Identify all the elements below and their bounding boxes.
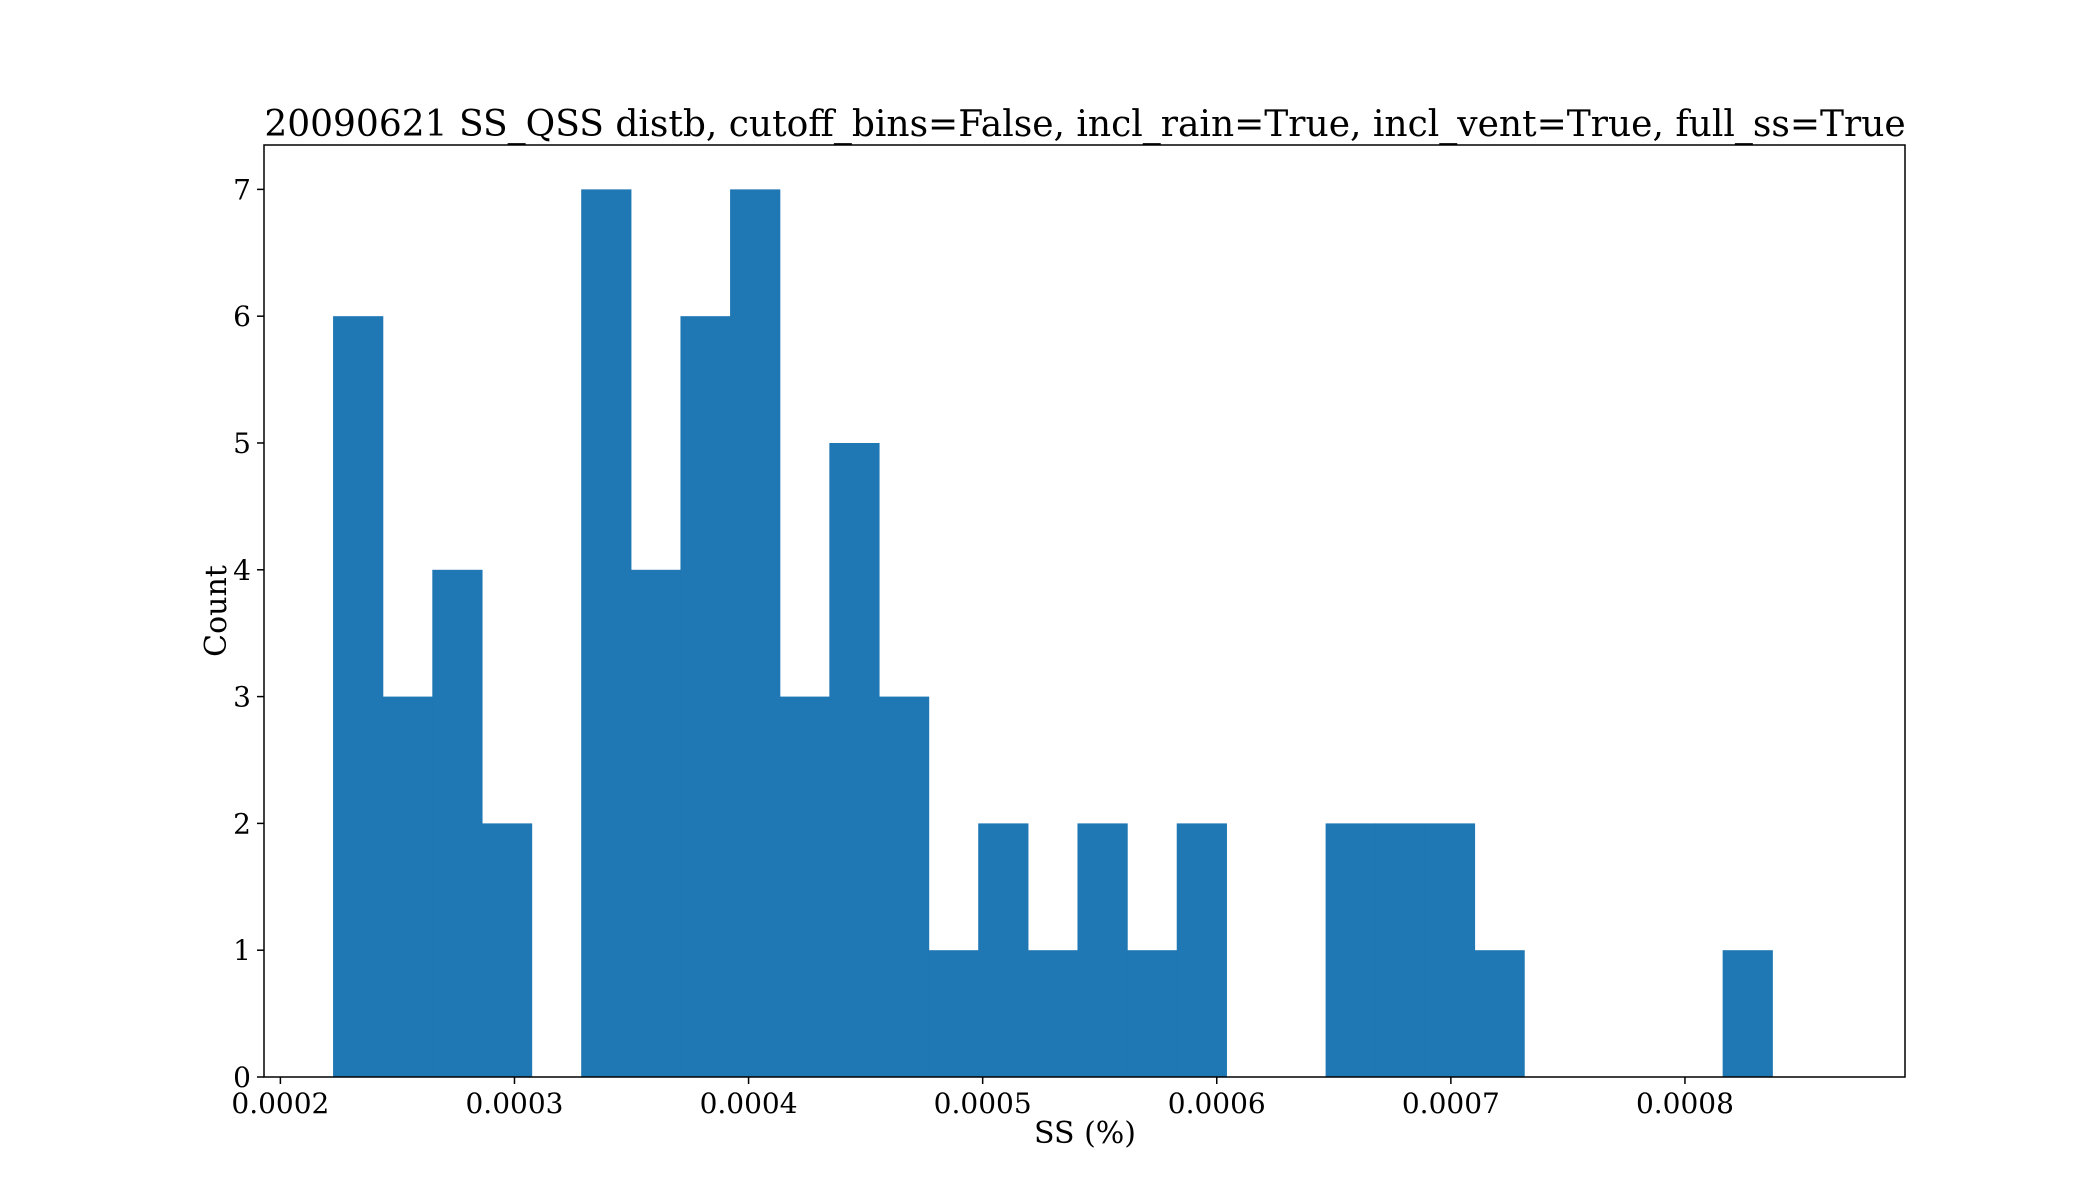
histogram-bar [1424, 823, 1476, 1077]
x-axis-label: SS (%) [1034, 1116, 1136, 1151]
y-axis-label: Count [199, 565, 234, 657]
x-tick-label: 0.0004 [700, 1087, 798, 1120]
histogram-bar [730, 189, 781, 1077]
x-tick-label: 0.0002 [231, 1087, 329, 1120]
histogram-bar [928, 950, 979, 1077]
x-axis-ticks: 0.0002 0.0003 0.0004 0.0005 0.0006 0.0007 0.00… [231, 1077, 1734, 1120]
y-tick-label: 5 [233, 427, 251, 460]
histogram-bar [779, 696, 830, 1077]
histogram-bar [1722, 950, 1773, 1077]
histogram-bar [630, 569, 682, 1077]
histogram-bar [978, 823, 1029, 1077]
x-tick-label: 0.0003 [465, 1087, 563, 1120]
x-tick-label: 0.0005 [934, 1087, 1032, 1120]
histogram-bar [1127, 950, 1178, 1077]
y-tick-label: 6 [233, 300, 251, 333]
histogram-bar [382, 696, 433, 1077]
x-tick-label: 0.0007 [1402, 1087, 1500, 1120]
histogram-bar [829, 442, 880, 1077]
histogram-bar [333, 316, 384, 1077]
y-tick-label: 3 [233, 681, 251, 714]
y-tick-label: 1 [233, 934, 251, 967]
histogram-bar [1474, 950, 1525, 1077]
histogram-bar [680, 316, 731, 1077]
chart-title: 20090621 SS_QSS distb, cutoff_bins=False… [264, 104, 1905, 145]
histogram-bar [1375, 823, 1426, 1077]
plot-frame [263, 144, 1906, 1078]
histogram-bar [1077, 823, 1128, 1077]
histogram-bar [1325, 823, 1376, 1077]
histogram-bar [878, 696, 930, 1077]
x-tick-label: 0.0006 [1168, 1087, 1266, 1120]
x-tick-label: 0.0008 [1636, 1087, 1734, 1120]
histogram-bar [432, 569, 483, 1077]
histogram-bar [1027, 950, 1079, 1077]
y-tick-label: 7 [233, 173, 251, 206]
histogram-bar [581, 189, 632, 1077]
histogram-bar [1176, 823, 1227, 1077]
y-tick-label: 2 [233, 807, 251, 840]
y-axis-ticks: 0 1 2 3 4 5 6 7 [233, 173, 264, 1094]
y-tick-label: 0 [233, 1061, 251, 1094]
y-tick-label: 4 [233, 554, 251, 587]
bars-group [333, 189, 1773, 1077]
histogram-bar [481, 823, 533, 1077]
